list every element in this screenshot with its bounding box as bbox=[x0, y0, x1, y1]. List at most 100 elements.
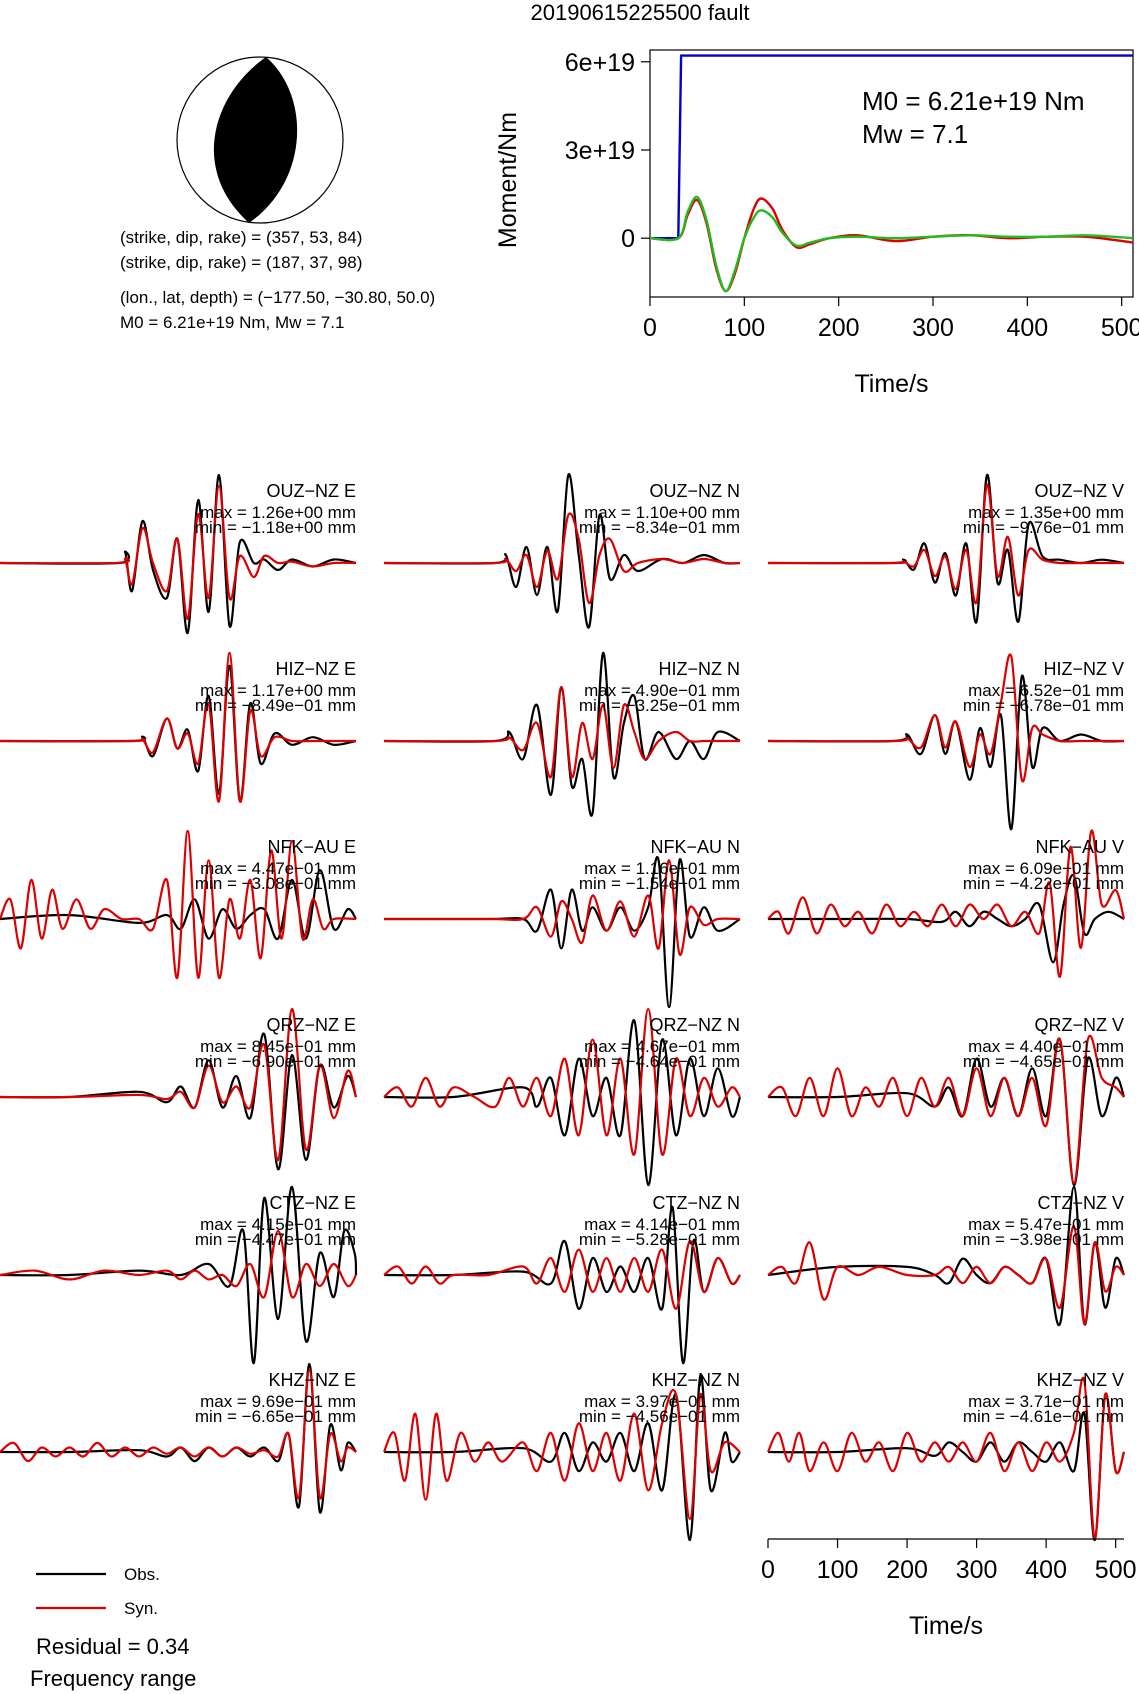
observed-trace bbox=[767, 674, 1125, 831]
legend-syn-label: Syn. bbox=[124, 1599, 158, 1618]
stf-x-tick-label: 300 bbox=[912, 314, 954, 342]
frequency-range-label: Frequency range bbox=[30, 1666, 196, 1691]
synthetic-trace bbox=[0, 1369, 357, 1500]
nodal-plane-1: (strike, dip, rake) = (357, 53, 84) bbox=[120, 228, 362, 247]
station-label: CTZ−NZ E bbox=[269, 1193, 356, 1213]
synthetic-trace bbox=[767, 1034, 1125, 1185]
synthetic-trace bbox=[383, 512, 741, 605]
synthetic-trace bbox=[383, 685, 740, 779]
station-label: HIZ−NZ E bbox=[275, 659, 356, 679]
wave-x-axis-label: Time/s bbox=[909, 1612, 983, 1640]
wave-x-tick-label: 300 bbox=[956, 1556, 998, 1584]
synthetic-trace bbox=[382, 1389, 741, 1521]
station-max: max = 3.71e−01 mm bbox=[968, 1392, 1124, 1411]
station-min: min = −4.61e−01 mm bbox=[963, 1407, 1124, 1426]
station-max: max = 5.47e−01 mm bbox=[968, 1215, 1124, 1234]
station-max: max = 9.69e−01 mm bbox=[200, 1392, 356, 1411]
stf-x-tick-label: 0 bbox=[643, 314, 657, 342]
station-min: min = −1.54e−01 mm bbox=[579, 874, 740, 893]
stf-x-tick-label: 100 bbox=[723, 314, 765, 342]
station-label: OUZ−NZ N bbox=[649, 481, 740, 501]
station-max: max = 1.35e+00 mm bbox=[968, 503, 1124, 522]
station-max: max = 6.09e−01 mm bbox=[968, 859, 1124, 878]
station-max: max = 1.26e+00 mm bbox=[200, 503, 356, 522]
station-max: max = 4.15e−01 mm bbox=[200, 1215, 356, 1234]
figure-title: 20190615225500 fault bbox=[531, 0, 750, 25]
station-max: max = 4.67e−01 mm bbox=[584, 1037, 740, 1056]
stf-x-tick-label: 200 bbox=[818, 314, 860, 342]
station-label: HIZ−NZ V bbox=[1043, 659, 1124, 679]
station-max: max = 6.52e−01 mm bbox=[968, 681, 1124, 700]
station-max: max = 4.40e−01 mm bbox=[968, 1037, 1124, 1056]
wave-x-tick-label: 100 bbox=[817, 1556, 859, 1584]
synthetic-trace bbox=[766, 1376, 1126, 1540]
observed-trace bbox=[383, 1374, 741, 1542]
station-max: max = 8.45e−01 mm bbox=[200, 1037, 356, 1056]
stf-x-tick-label: 400 bbox=[1006, 314, 1048, 342]
station-label: KHZ−NZ N bbox=[651, 1370, 740, 1390]
station-min: min = −8.49e−01 mm bbox=[195, 696, 356, 715]
station-label: CTZ−NZ N bbox=[653, 1193, 741, 1213]
station-min: min = −4.65e−01 mm bbox=[963, 1052, 1124, 1071]
station-label: NFK−AU N bbox=[650, 837, 740, 857]
station-max: max = 4.14e−01 mm bbox=[584, 1215, 740, 1234]
stf-y-tick-label: 0 bbox=[621, 225, 635, 253]
wave-x-tick-label: 0 bbox=[761, 1556, 775, 1584]
nodal-plane-2: (strike, dip, rake) = (187, 37, 98) bbox=[120, 253, 362, 272]
station-max: max = 1.17e+00 mm bbox=[200, 681, 356, 700]
synthetic-trace bbox=[767, 829, 1126, 978]
legend-obs-label: Obs. bbox=[124, 1565, 160, 1584]
station-label: CTZ−NZ V bbox=[1037, 1193, 1124, 1213]
station-min: min = −4.47e−01 mm bbox=[195, 1230, 356, 1249]
stf-x-axis-label: Time/s bbox=[854, 370, 928, 398]
station-label: KHZ−NZ V bbox=[1036, 1370, 1124, 1390]
wave-x-tick-label: 200 bbox=[886, 1556, 928, 1584]
station-label: KHZ−NZ E bbox=[268, 1370, 356, 1390]
station-min: min = −4.22e−01 mm bbox=[963, 874, 1124, 893]
station-label: HIZ−NZ N bbox=[658, 659, 740, 679]
station-label: NFK−AU E bbox=[267, 837, 356, 857]
stf-series-cumulative bbox=[650, 54, 1133, 240]
station-min: min = −3.08e−01 mm bbox=[195, 874, 356, 893]
station-label: OUZ−NZ E bbox=[266, 481, 356, 501]
station-min: min = −5.28e−01 mm bbox=[579, 1230, 740, 1249]
beachball bbox=[176, 56, 344, 224]
moment-time-chart: 0 100 200 300 400 500 0 3e+19 6e+19 Time/s Moment/… bbox=[494, 49, 1139, 398]
synthetic-trace bbox=[767, 653, 1124, 783]
synthetic-trace bbox=[0, 485, 357, 621]
observed-trace bbox=[383, 856, 741, 1009]
source-location: (lon., lat, depth) = (−177.50, −30.80, 5… bbox=[120, 288, 435, 307]
moment-magnitude-line: M0 = 6.21e+19 Nm, Mw = 7.1 bbox=[120, 313, 344, 332]
stf-annotation-m0: M0 = 6.21e+19 Nm bbox=[862, 86, 1085, 116]
observed-trace bbox=[0, 868, 357, 940]
station-min: min = −4.64e−01 mm bbox=[579, 1052, 740, 1071]
synthetic-trace bbox=[0, 651, 356, 803]
stf-y-axis-label: Moment/Nm bbox=[494, 112, 522, 248]
station-min: min = −8.34e−01 mm bbox=[579, 518, 740, 537]
synthetic-trace bbox=[0, 1229, 357, 1299]
station-label: QRZ−NZ E bbox=[266, 1015, 356, 1035]
stf-y-tick-label: 3e+19 bbox=[565, 137, 635, 165]
station-min: min = −4.56e−01 mm bbox=[579, 1407, 740, 1426]
station-label: NFK−AU V bbox=[1035, 837, 1124, 857]
stf-annotation-mw: Mw = 7.1 bbox=[862, 119, 968, 149]
station-max: max = 1.10e+00 mm bbox=[584, 503, 740, 522]
synthetic-trace bbox=[383, 1240, 741, 1310]
synthetic-trace bbox=[383, 1007, 741, 1156]
stf-series-rate-green bbox=[649, 195, 1134, 293]
